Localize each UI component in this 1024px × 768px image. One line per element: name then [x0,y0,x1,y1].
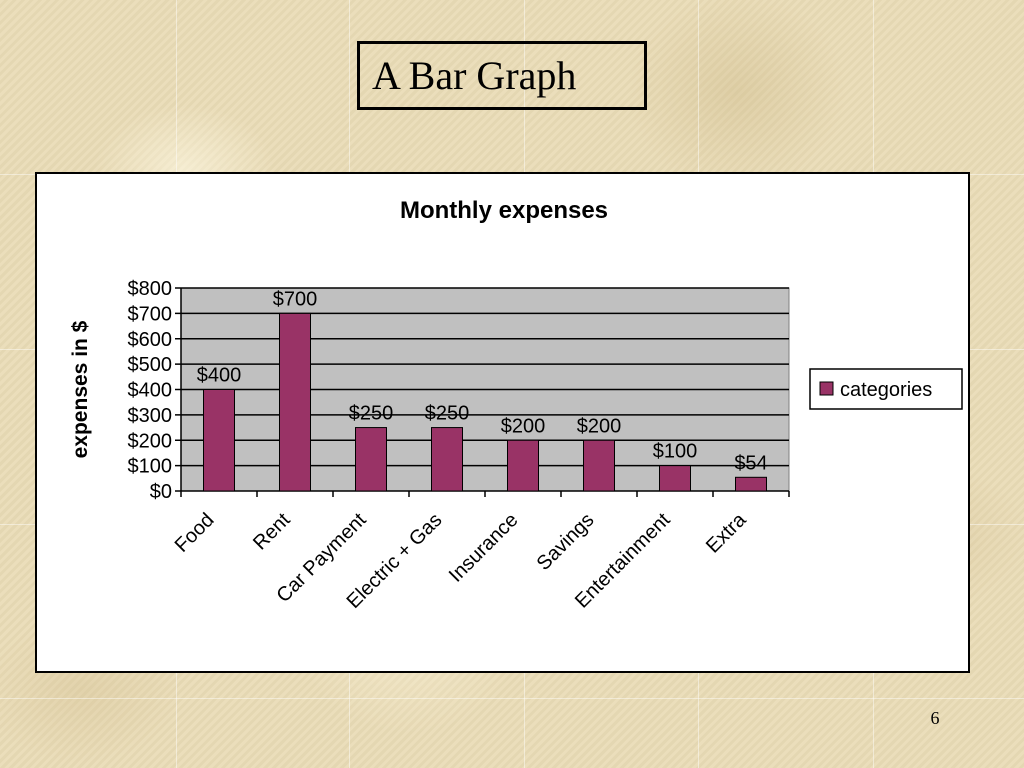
y-tick-label: $0 [150,481,172,503]
x-tick-label: Food [171,509,219,557]
legend-box [809,368,963,410]
bar-savings [583,439,615,492]
data-label: $100 [653,441,698,463]
page-number: 6 [930,708,940,728]
bar-car-payment [355,427,387,492]
legend-swatch [819,381,834,396]
data-label: $250 [425,403,470,425]
x-tick-label: Extra [702,508,751,557]
y-tick-label: $200 [128,430,173,452]
bar-electric-gas [431,427,463,492]
y-axis-title: expenses in $ [69,320,92,458]
data-label: $700 [273,288,318,310]
bar-insurance [507,439,539,492]
y-tick-label: $700 [128,303,173,325]
bar-food [203,389,235,492]
y-tick-label: $500 [128,354,173,376]
data-label: $200 [577,415,622,437]
y-tick-label: $400 [128,380,173,402]
bar-extra [735,476,767,492]
data-label: $54 [734,452,767,474]
data-label: $250 [349,403,394,425]
chart-container: Monthly expenses $0 $100 $200 $300 $400 $500 $6… [35,172,970,673]
slide-title: A Bar Graph [357,41,647,110]
legend-label: categories [840,379,932,401]
y-tick-label: $800 [128,278,173,300]
x-tick-label: Savings [533,509,599,575]
background-tile-seam [0,698,1024,699]
x-tick-label: Rent [249,509,295,555]
chart-title: Monthly expenses [400,197,608,224]
y-tick-label: $100 [128,456,173,478]
y-tick-label: $300 [128,405,173,427]
y-tick-label: $600 [128,329,173,351]
data-label: $400 [197,365,242,387]
x-tick-label: Insurance [445,509,523,587]
data-label: $200 [501,415,546,437]
bar-chart: Monthly expenses $0 $100 $200 $300 $400 $500 $6… [69,197,963,613]
bar-rent [279,312,311,492]
bar-entertainment [659,465,691,492]
